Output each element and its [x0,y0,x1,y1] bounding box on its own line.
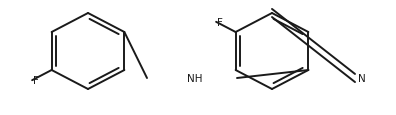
Text: F: F [33,76,39,85]
Text: NH: NH [187,73,203,83]
Text: N: N [358,73,366,83]
Text: F: F [217,18,223,28]
